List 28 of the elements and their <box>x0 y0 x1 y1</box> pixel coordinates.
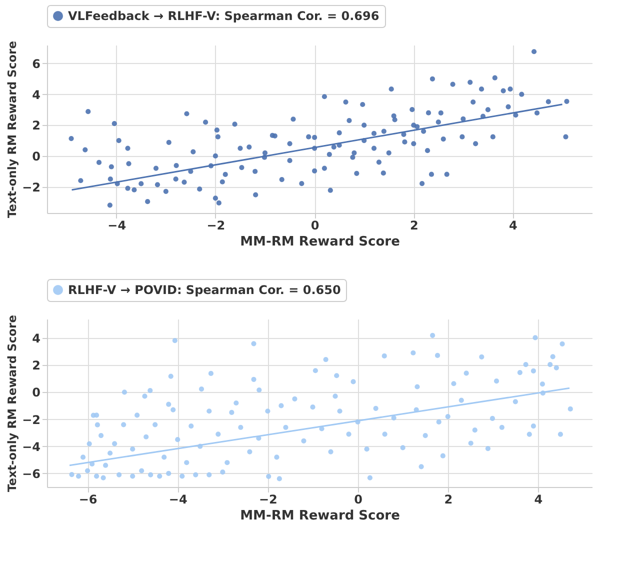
x-axis-title: MM-RM Reward Score <box>240 234 400 250</box>
x-tick-label: 2 <box>410 218 418 232</box>
y-tick-label: 2 <box>32 118 40 133</box>
y-tick-label: −4 <box>22 440 40 454</box>
x-axis-title: MM-RM Reward Score <box>240 508 400 524</box>
y-tick-label: 6 <box>32 56 40 71</box>
x-tick-label: −4 <box>168 492 188 506</box>
x-tick-label: −2 <box>206 218 226 232</box>
y-tick-label: 0 <box>32 149 40 164</box>
legend-label: VLFeedback → RLHF-V: Spearman Cor. = 0.696 <box>68 9 380 23</box>
y-axis-title: Text-only RM Reward Score <box>5 314 20 492</box>
y-tick-label: 4 <box>32 331 40 346</box>
y-tick-label: 0 <box>32 386 40 400</box>
y-tick-label: 2 <box>32 358 40 373</box>
y-axis-title: Text-only RM Reward Score <box>5 40 20 218</box>
x-tick-label: 4 <box>534 492 543 506</box>
y-tick-label: 4 <box>32 88 40 102</box>
y-tick-label: −2 <box>22 180 40 194</box>
x-tick-label: −4 <box>108 218 126 232</box>
y-tick-label: −2 <box>22 412 40 427</box>
x-tick-label: −6 <box>78 492 98 506</box>
x-tick-label: −2 <box>259 492 278 506</box>
x-tick-label: 2 <box>444 492 453 506</box>
x-tick-label: 0 <box>354 492 362 506</box>
legend-label: RLHF-V → POVID: Spearman Cor. = 0.650 <box>68 283 341 297</box>
y-tick-label: −6 <box>22 466 40 481</box>
x-tick-label: 0 <box>310 218 320 232</box>
x-tick-label: 4 <box>509 218 518 232</box>
